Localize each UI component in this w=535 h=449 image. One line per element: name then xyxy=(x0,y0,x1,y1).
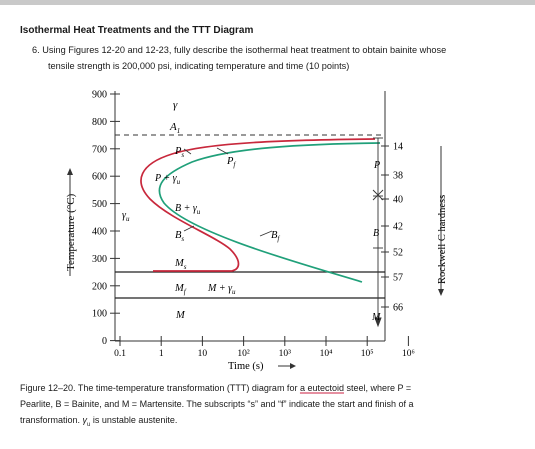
right-axis-label: Rockwell C hardness xyxy=(437,195,448,284)
hardness-tick-label: 66 xyxy=(393,303,403,314)
plot-frame xyxy=(114,91,386,342)
y-tick-label: 700 xyxy=(92,144,107,155)
x-tick-label: 10⁵ xyxy=(361,349,374,359)
transformation-start-curve xyxy=(140,138,376,272)
caption-line-1: Figure 12–20. The time-temperature trans… xyxy=(20,383,412,393)
x-tick-label: 10 xyxy=(198,349,208,359)
y-tick-label: 500 xyxy=(92,199,107,210)
y-axis-label: Temperature (°C) xyxy=(65,193,77,271)
m-label: M xyxy=(175,310,186,321)
caption-line-2: Pearlite, B = Bainite, and M = Martensit… xyxy=(20,399,414,409)
y-tick-label: 400 xyxy=(92,227,107,238)
hardness-axis: 14 38 40 42 52 57 66 xyxy=(381,142,403,314)
temperature-axis: 900 800 700 600 500 400 300 200 100 0 xyxy=(92,90,120,347)
y-tick-label: 200 xyxy=(92,281,107,292)
hardness-tick-label: 40 xyxy=(393,195,403,206)
question-text-line-1: 6. Using Figures 12-20 and 12-23, fully … xyxy=(32,45,447,55)
hardness-tick-label: 42 xyxy=(393,222,403,233)
hardness-tick-label: 52 xyxy=(393,248,403,259)
right-m-label: M xyxy=(371,312,381,323)
hardness-tick-label: 14 xyxy=(393,142,403,153)
mf-label: Mf xyxy=(174,283,187,296)
right-b-label: B xyxy=(373,228,379,239)
hardness-tick-label: 57 xyxy=(393,273,403,284)
pf-leader xyxy=(216,147,229,155)
time-axis: 0.1 1 10 10² 10³ 10⁴ 10⁵ 10⁶ xyxy=(114,336,415,359)
b-plus-gamma-label: B + γu xyxy=(175,203,201,216)
right-p-label: P xyxy=(373,160,380,171)
top-border xyxy=(0,0,535,5)
a1-label: A1 xyxy=(169,121,180,135)
x-tick-label: 0.1 xyxy=(114,349,126,359)
x-axis-arrow xyxy=(278,363,296,369)
x-tick-label: 10⁴ xyxy=(320,349,334,359)
pf-label: Pf xyxy=(226,156,236,169)
y-tick-label: 600 xyxy=(92,172,107,183)
m-plus-gamma-label: M + γu xyxy=(207,283,236,296)
ttt-diagram: 900 800 700 600 500 400 300 200 100 0 0.1 1 10 10² 10… xyxy=(65,90,448,373)
transformation-finish-curve xyxy=(158,142,381,283)
bs-label: Bs xyxy=(175,230,184,243)
ps-leader xyxy=(183,148,192,155)
question-text-line-2: tensile strength is 200,000 psi, indicat… xyxy=(48,61,350,71)
x-tick-label: 1 xyxy=(159,349,164,359)
bf-label: Bf xyxy=(271,230,280,243)
caption-underlined-text: a eutectoid xyxy=(299,383,344,393)
p-plus-gamma-label: P + γu xyxy=(154,173,181,186)
y-axis-arrow xyxy=(67,168,73,276)
x-tick-label: 10³ xyxy=(279,349,292,359)
gamma-u-label: γu xyxy=(122,210,130,223)
x-tick-label: 10⁶ xyxy=(402,349,415,359)
y-tick-label: 900 xyxy=(92,90,107,101)
x-axis-label: Time (s) xyxy=(228,361,264,372)
cooling-path-marker xyxy=(372,137,384,328)
x-tick-label: 10² xyxy=(237,349,250,359)
gamma-label: γ xyxy=(173,99,178,111)
bf-leader xyxy=(259,230,273,237)
hardness-tick-label: 38 xyxy=(393,171,403,182)
ps-label: Ps xyxy=(174,146,184,159)
section-heading: Isothermal Heat Treatments and the TTT D… xyxy=(20,25,254,36)
y-tick-label: 300 xyxy=(92,254,107,265)
hardness-axis-arrow xyxy=(438,146,444,296)
y-tick-label: 0 xyxy=(102,336,107,347)
ms-label: Ms xyxy=(174,258,187,271)
y-tick-label: 800 xyxy=(92,117,107,128)
figure-caption: Figure 12–20. The time-temperature trans… xyxy=(20,380,525,433)
caption-line-3: transformation. γu is unstable austenite… xyxy=(20,415,178,428)
bs-leader xyxy=(183,225,195,232)
y-tick-label: 100 xyxy=(92,309,107,320)
